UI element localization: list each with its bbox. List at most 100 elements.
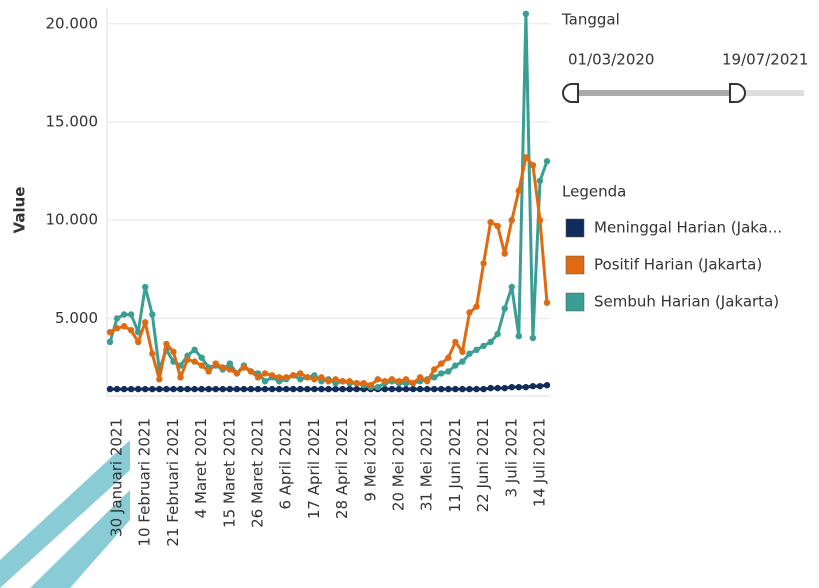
data-point [466, 309, 472, 315]
data-point [121, 311, 127, 317]
data-point [459, 358, 465, 364]
slider-handle-end[interactable] [730, 84, 745, 102]
data-point [269, 386, 275, 392]
data-point [227, 386, 233, 392]
data-point [502, 250, 508, 256]
data-point [417, 386, 423, 392]
data-point [523, 11, 529, 17]
data-point [318, 374, 324, 380]
data-point [452, 339, 458, 345]
x-tick-label: 28 April 2021 [333, 418, 351, 519]
data-point [339, 378, 345, 384]
x-tick-label: 10 Februari 2021 [136, 418, 154, 547]
data-point [191, 347, 197, 353]
data-point [234, 370, 240, 376]
data-point [346, 386, 352, 392]
data-point [431, 366, 437, 372]
x-tick-label: 3 Juli 2021 [502, 418, 520, 498]
data-point [480, 260, 486, 266]
y-tick-label: 20.000 [46, 14, 99, 32]
data-point [466, 351, 472, 357]
data-point [382, 378, 388, 384]
x-tick-label: 31 Mei 2021 [418, 418, 436, 511]
data-point [361, 380, 367, 386]
data-point [262, 378, 268, 384]
data-point [403, 386, 409, 392]
y-tick-label: 15.000 [46, 112, 99, 130]
data-point [523, 154, 529, 160]
data-point [191, 358, 197, 364]
data-point [516, 384, 522, 390]
y-axis-title: Value [11, 187, 29, 234]
data-point [205, 368, 211, 374]
data-point [128, 386, 134, 392]
data-point [417, 374, 423, 380]
data-point [114, 315, 120, 321]
data-point [318, 386, 324, 392]
data-point [516, 188, 522, 194]
data-point [424, 386, 430, 392]
data-point [184, 356, 190, 362]
y-tick-label: 10.000 [46, 211, 99, 229]
data-point [107, 329, 113, 335]
data-point [382, 386, 388, 392]
data-point [149, 386, 155, 392]
data-point [227, 366, 233, 372]
data-point [304, 386, 310, 392]
legend-title: Legenda [562, 183, 626, 201]
x-tick-label: 15 Maret 2021 [220, 418, 238, 528]
data-point [184, 386, 190, 392]
data-point [142, 386, 148, 392]
legend-swatch [566, 256, 584, 274]
data-point [389, 376, 395, 382]
filter-start: 01/03/2020 [568, 51, 654, 69]
data-point [487, 219, 493, 225]
data-point [494, 223, 500, 229]
data-point [234, 386, 240, 392]
legend-swatch [566, 219, 584, 237]
data-point [114, 325, 120, 331]
data-point [473, 303, 479, 309]
data-point [438, 370, 444, 376]
data-point [205, 386, 211, 392]
data-point [220, 386, 226, 392]
data-point [177, 374, 183, 380]
x-tick-label: 30 Januari 2021 [108, 418, 126, 537]
data-point [283, 374, 289, 380]
data-point [375, 384, 381, 390]
data-point [325, 386, 331, 392]
data-point [516, 333, 522, 339]
data-point [255, 386, 261, 392]
data-point [170, 386, 176, 392]
data-point [107, 339, 113, 345]
data-point [438, 386, 444, 392]
data-point [530, 383, 536, 389]
data-point [473, 347, 479, 353]
x-tick-label: 20 Mei 2021 [389, 418, 407, 511]
legend-label: Meninggal Harian (Jaka... [594, 219, 782, 237]
data-point [332, 376, 338, 382]
data-point [198, 362, 204, 368]
data-point [262, 386, 268, 392]
x-tick-label: 21 Februari 2021 [164, 418, 182, 547]
data-point [487, 339, 493, 345]
data-point [177, 386, 183, 392]
data-point [339, 386, 345, 392]
slider-handle-start[interactable] [563, 84, 578, 102]
data-point [297, 376, 303, 382]
data-point [544, 299, 550, 305]
data-point [523, 384, 529, 390]
data-point [311, 376, 317, 382]
data-point [290, 386, 296, 392]
data-point [410, 380, 416, 386]
data-point [438, 360, 444, 366]
data-point [213, 360, 219, 366]
data-point [198, 386, 204, 392]
data-point [445, 354, 451, 360]
data-point [445, 368, 451, 374]
page: Value Tanggal 01/03/2020 19/07/2021 Lege… [0, 0, 819, 588]
data-point [156, 386, 162, 392]
x-tick-label: 4 Maret 2021 [192, 418, 210, 518]
data-point [431, 386, 437, 392]
data-point [452, 386, 458, 392]
